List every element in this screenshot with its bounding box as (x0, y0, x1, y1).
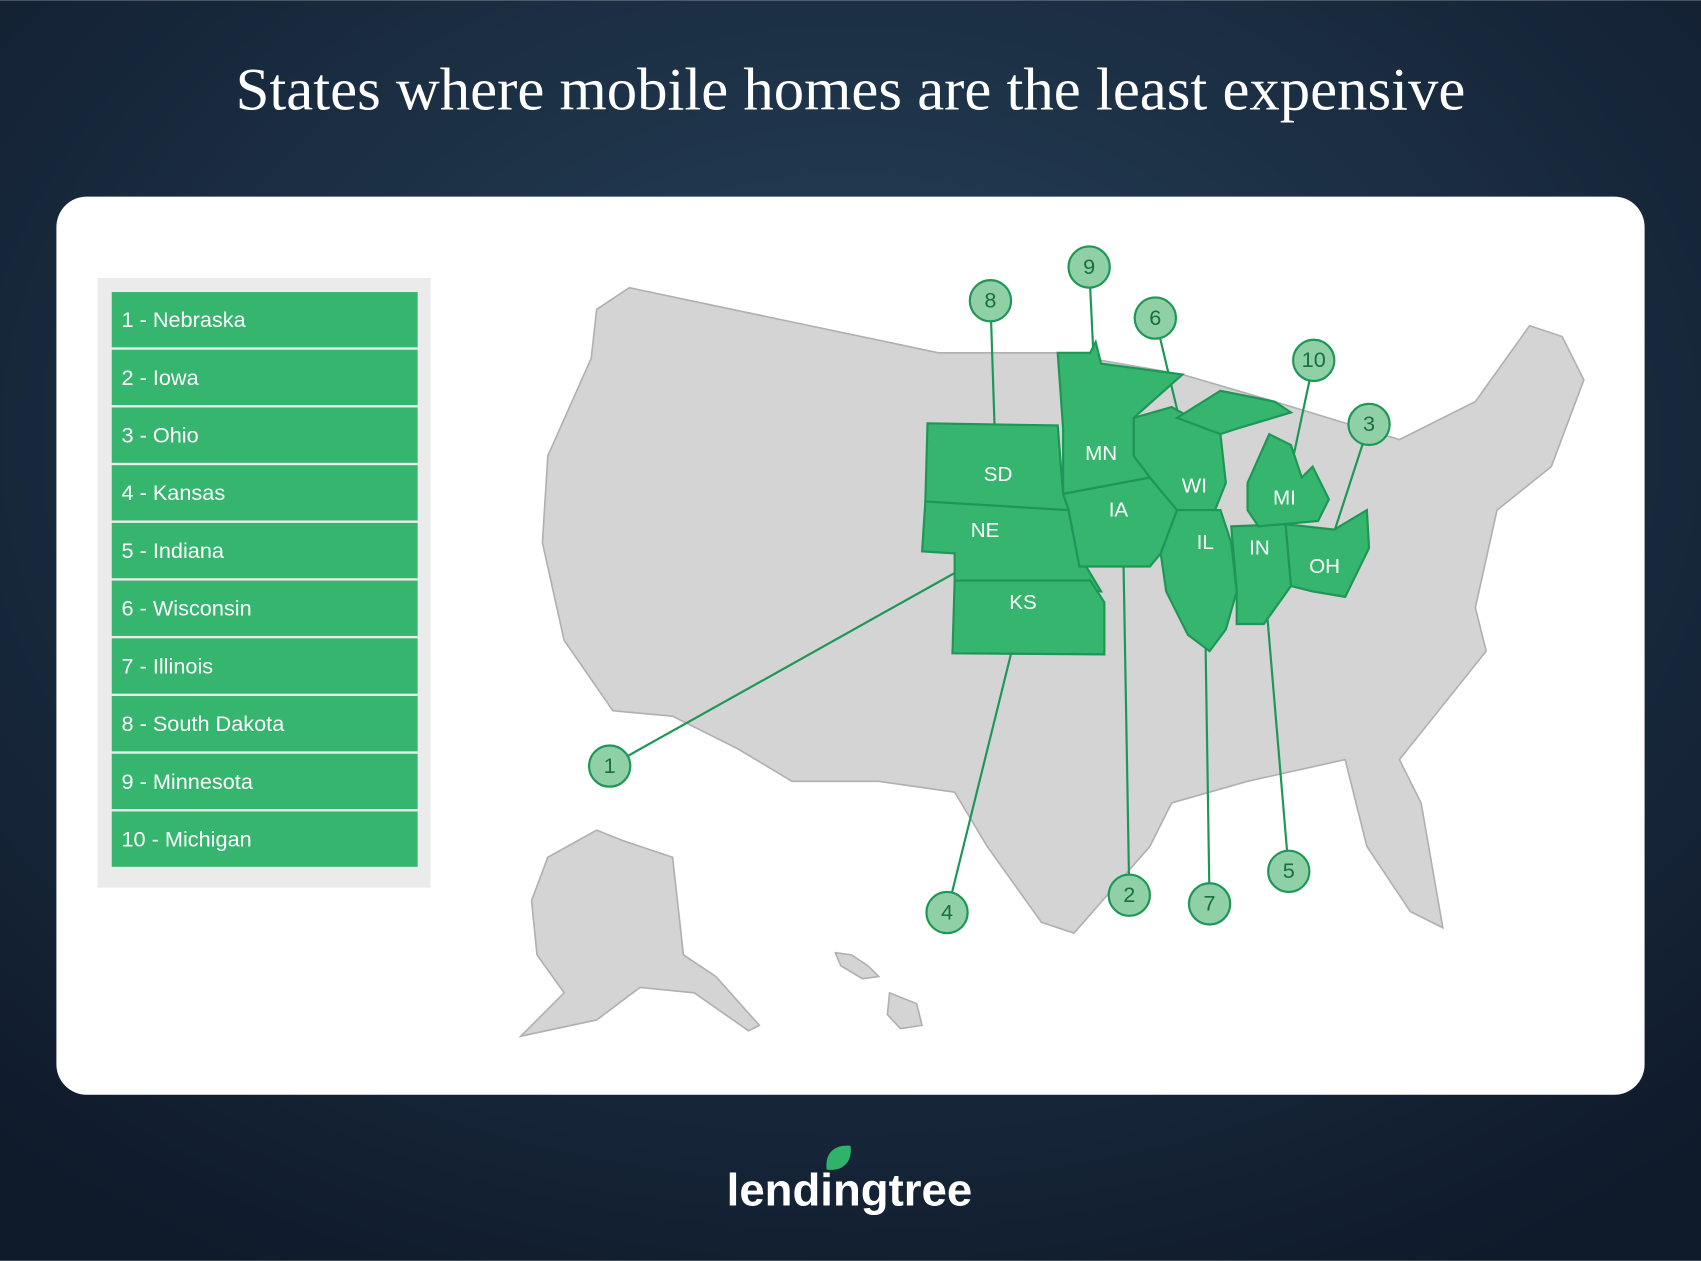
legend-item: 1 - Nebraska (122, 307, 247, 332)
state-label: NE (971, 519, 1000, 542)
callout-circle (1347, 402, 1391, 447)
leader-line (945, 618, 1021, 913)
callout-rank: 4 (941, 899, 953, 924)
callout-circle (968, 279, 1013, 323)
callout-rank: 5 (1283, 858, 1295, 883)
leader-line (1262, 575, 1290, 872)
legend-item: 2 - Iowa (122, 365, 200, 390)
callout-rank: 8 (984, 288, 996, 313)
state-label: KS (1009, 591, 1037, 614)
state-label: MI (1273, 487, 1296, 510)
state-shape (951, 579, 1106, 656)
legend-row (111, 696, 418, 752)
state-shape (924, 422, 1071, 512)
legend-row (111, 465, 418, 521)
legend-item: 10 - Michigan (122, 826, 252, 851)
legend-item: 3 - Ohio (122, 422, 199, 447)
callout-circle (587, 744, 632, 788)
legend-item: 7 - Illinois (122, 653, 214, 678)
callout-circle (1267, 849, 1311, 894)
hawaii-islands (834, 951, 881, 980)
legend-row (111, 292, 418, 348)
legend: 1 - Nebraska 2 - Iowa 3 - Ohio 4 - Kansas 5 … (111, 292, 418, 867)
legend-item: 4 - Kansas (122, 480, 226, 505)
highlighted-states: NE 1 IA 2 OH 3 KS 4 IN 5 WI 6 IL 7 SD 8 MN 9 MI 10 (587, 245, 1391, 935)
callout-rank: 7 (1204, 891, 1216, 916)
state-shape (1284, 508, 1371, 599)
legend-row (111, 407, 418, 463)
state-label: MN (1085, 442, 1117, 465)
state-label: IA (1109, 499, 1129, 522)
alaska (518, 829, 761, 1038)
logo: lendingtree (727, 1145, 972, 1216)
callout-circle (1067, 245, 1111, 289)
callout-circle (925, 890, 969, 935)
legend-item: 6 - Wisconsin (122, 596, 252, 621)
state-shape (1159, 508, 1238, 653)
callout-rank: 10 (1302, 347, 1326, 372)
callout-rank: 2 (1123, 882, 1135, 907)
legend-row (111, 638, 418, 694)
logo-text: lendingtree (727, 1165, 972, 1216)
state-label: WI (1182, 475, 1207, 498)
legend-row (111, 522, 418, 579)
legend-row (111, 753, 418, 810)
state-shape (1174, 389, 1294, 436)
legend-row (111, 349, 418, 406)
title: States where mobile homes are the least … (236, 57, 1466, 124)
state-shape (1056, 338, 1185, 496)
logo-leaf (826, 1145, 851, 1170)
legend-item: 5 - Indiana (122, 538, 225, 563)
callout-rank: 3 (1363, 411, 1375, 436)
state-label: OH (1309, 555, 1340, 578)
callout-circle (1292, 338, 1336, 383)
state-label: IL (1197, 531, 1214, 554)
callout-circle (1187, 882, 1232, 926)
callout-circle (1133, 296, 1178, 340)
callout-rank: 1 (604, 753, 616, 778)
callout-circle (1107, 873, 1151, 917)
leader-line (609, 541, 1010, 768)
state-shape (1246, 432, 1331, 528)
leader-line (1121, 520, 1131, 896)
state-label: IN (1249, 537, 1270, 560)
callout-rank: 6 (1149, 305, 1161, 330)
hawaii (886, 991, 924, 1030)
legend-row (111, 580, 418, 636)
legend-item: 9 - Minnesota (122, 769, 254, 794)
legend-item: 8 - South Dakota (122, 711, 286, 736)
state-label: SD (984, 463, 1013, 486)
legend-row (111, 811, 418, 867)
callout-rank: 9 (1083, 254, 1095, 279)
